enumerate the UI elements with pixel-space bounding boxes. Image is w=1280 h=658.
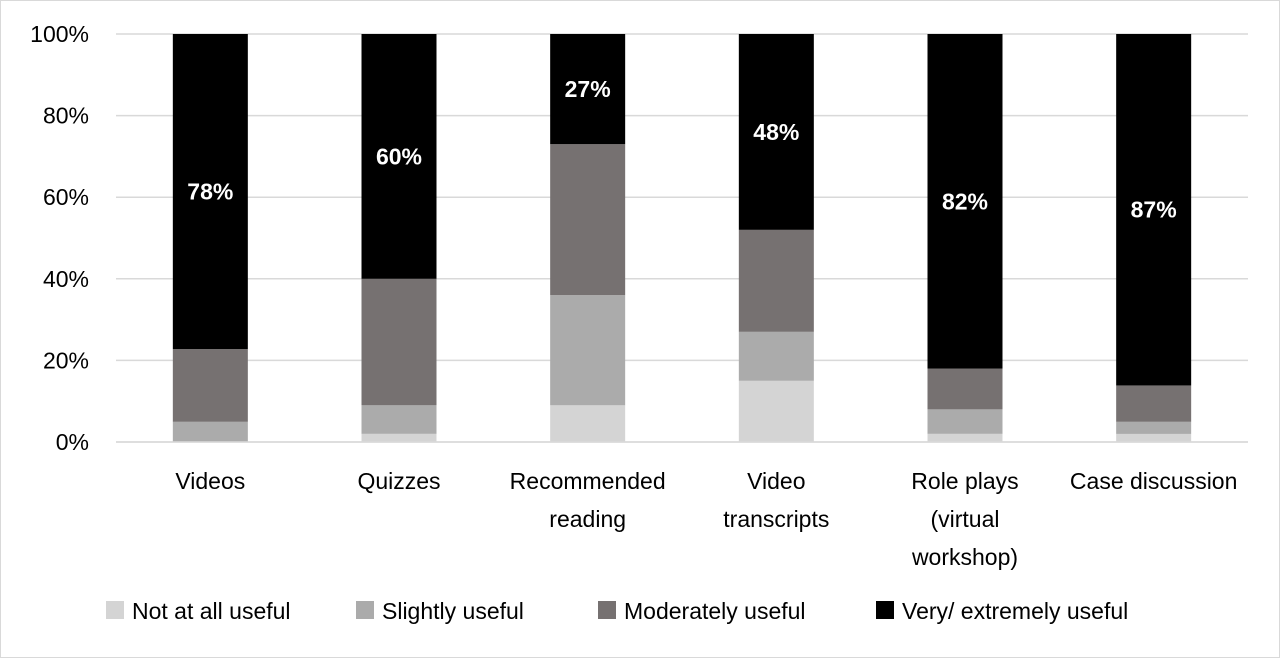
bar-segment (550, 34, 626, 145)
y-tick-label: 100% (30, 21, 89, 47)
bar-segment (172, 34, 248, 350)
category-label: Case discussion (1070, 468, 1237, 494)
gridlines (116, 33, 1248, 443)
x-axis: Videos Quizzes Recommended reading Video tran… (116, 441, 1248, 570)
data-label: 87% (1131, 197, 1177, 223)
legend-label: Moderately useful (624, 598, 806, 624)
bar-segment (361, 433, 437, 442)
data-label: 60% (376, 143, 422, 169)
bars (172, 34, 1192, 442)
category-label: transcripts (723, 506, 829, 532)
bar-segment (738, 331, 814, 381)
y-axis: 0% 20% 40% 60% 80% 100% (30, 21, 89, 455)
legend-swatch (598, 601, 616, 619)
y-tick-label: 60% (43, 184, 89, 210)
y-tick-label: 20% (43, 347, 89, 373)
bar-segment (738, 229, 814, 332)
bar-segment (738, 380, 814, 442)
legend: Not at all useful Slightly useful Moderate… (106, 598, 1128, 624)
y-tick-label: 80% (43, 103, 89, 129)
bar-segment (927, 34, 1003, 369)
bar-segment (927, 368, 1003, 410)
category-label: reading (549, 506, 626, 532)
category-label: Video (747, 468, 805, 494)
y-tick-label: 0% (56, 429, 89, 455)
data-label: 82% (942, 188, 988, 214)
bar-segment (361, 405, 437, 434)
legend-swatch (106, 601, 124, 619)
legend-swatch (356, 601, 374, 619)
bar-segment (1116, 34, 1192, 386)
data-labels: 78% 60% 27% 48% 82% 87% (187, 76, 1176, 223)
data-label: 48% (753, 119, 799, 145)
data-label: 78% (187, 179, 233, 205)
legend-label: Slightly useful (382, 598, 524, 624)
bar-segment (738, 34, 814, 230)
legend-label: Very/ extremely useful (902, 598, 1128, 624)
data-label: 27% (565, 76, 611, 102)
bar-segment (1116, 385, 1192, 422)
bar-segment (1116, 421, 1192, 434)
bar-segment (550, 295, 626, 406)
legend-swatch (876, 601, 894, 619)
bar-segment (172, 349, 248, 422)
bar-segment (550, 405, 626, 442)
y-tick-label: 40% (43, 266, 89, 292)
legend-label: Not at all useful (132, 598, 291, 624)
bar-segment (550, 144, 626, 296)
bar-segment (361, 34, 437, 279)
bar-segment (361, 278, 437, 406)
bar-segment (927, 433, 1003, 442)
bar-segment (927, 409, 1003, 434)
bar-segment (172, 421, 248, 442)
category-label: Quizzes (357, 468, 440, 494)
bar-segment (1116, 433, 1192, 442)
category-label: Recommended (510, 468, 666, 494)
category-label: Role plays (911, 468, 1018, 494)
category-label: workshop) (911, 544, 1018, 570)
category-label: (virtual (930, 506, 999, 532)
category-label: Videos (175, 468, 245, 494)
